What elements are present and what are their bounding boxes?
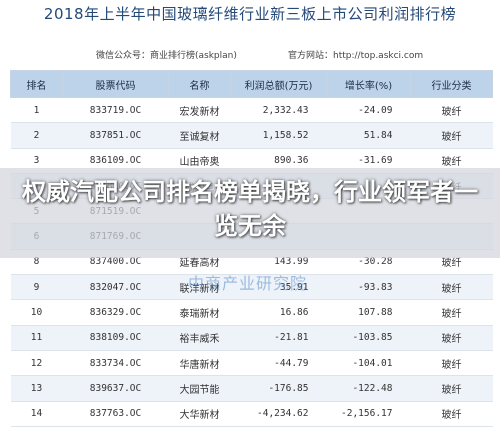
table-row: 13 839637.OC 大园节能 -176.85 -122.48 玻纤 [10,375,493,402]
cell-rank: 1 [10,97,63,124]
watermark-text: 中商产业研究院 [188,274,308,293]
table-row: 12 833734.OC 华唐新材 -44.79 -104.01 玻纤 [10,350,493,377]
cell-name: 联洋新材 [168,274,231,301]
column-header-name: 名称 [168,70,231,98]
cell-profit: -21.81 [230,325,327,351]
column-header-rank: 排名 [10,70,63,98]
overlay-band [0,168,500,258]
cell-rank: 11 [10,325,63,351]
column-header-growth: 增长率(%) [326,70,411,98]
cell-rank: 12 [10,350,63,377]
column-header-category: 行业分类 [410,70,493,98]
cell-name: 至诚复材 [168,122,231,149]
table-row: 9 832047.OC 联洋新材 35.91 -93.83 玻纤 [10,274,493,301]
cell-growth: -122.48 [326,375,411,402]
cell-rank: 2 [10,122,63,149]
cell-code: 832047.OC [62,274,169,301]
cell-rank: 13 [10,375,63,402]
website-label: 官方网站：http://top.askci.com [288,51,424,61]
cell-name: 裕丰威禾 [168,325,231,351]
cell-growth: -104.01 [326,350,411,377]
cell-profit: -44.79 [230,350,327,377]
cell-rank: 9 [10,274,63,301]
cell-growth: -93.83 [326,274,411,301]
cell-growth: 51.84 [326,122,411,149]
cell-category: 玻纤 [410,122,493,149]
cell-profit: 2,332.43 [230,97,327,124]
cell-category: 玻纤 [410,325,493,351]
cell-category: 玻纤 [410,350,493,377]
cell-profit: -176.85 [230,375,327,402]
overlay-headline: 权威汽配公司排名榜单揭晓，行业领军者一览无余 [22,178,478,240]
cell-code: 837851.OC [62,122,169,149]
column-header-profit: 利润总额(万元) [230,70,327,98]
cell-profit: 35.91 [230,274,327,301]
cell-code: 833734.OC [62,350,169,377]
cell-growth: 107.88 [326,299,411,326]
cell-name: 泰瑞新材 [168,299,231,326]
table-row: 10 836329.OC 泰瑞新材 16.86 107.88 玻纤 [10,299,493,326]
cell-growth: -24.09 [326,97,411,124]
wechat-label: 微信公众号：商业排行榜(askplan) [96,51,237,61]
table-row: 2 837851.OC 至诚复材 1,158.52 51.84 玻纤 [10,122,493,149]
cell-profit: 1,158.52 [230,122,327,149]
cell-code: 836329.OC [62,299,169,326]
cell-profit: 16.86 [230,299,327,326]
table-row: 1 833719.OC 宏发新材 2,332.43 -24.09 玻纤 [10,97,493,124]
header: 2018年上半年中国玻璃纤维行业新三板上市公司利润排行榜 微信公众号：商业排行榜… [0,0,500,70]
column-header-code: 股票代码 [62,70,169,98]
table-header-row: 排名 股票代码 名称 利润总额(万元) 增长率(%) 行业分类 [10,70,493,98]
cell-category: 玻纤 [410,375,493,402]
cell-growth: -103.85 [326,325,411,351]
cell-category: 玻纤 [410,299,493,326]
cell-code: 838109.OC [62,325,169,351]
cell-category: 玻纤 [410,97,493,124]
cell-name: 宏发新材 [168,97,231,124]
cell-name: 大园节能 [168,375,231,402]
cell-code: 839637.OC [62,375,169,402]
cell-code: 833719.OC [62,97,169,124]
cell-rank: 10 [10,299,63,326]
cell-category: 玻纤 [410,274,493,301]
table-row: 11 838109.OC 裕丰威禾 -21.81 -103.85 玻纤 [10,325,493,351]
cell-name: 华唐新材 [168,350,231,377]
page-title: 2018年上半年中国玻璃纤维行业新三板上市公司利润排行榜 [43,5,457,23]
